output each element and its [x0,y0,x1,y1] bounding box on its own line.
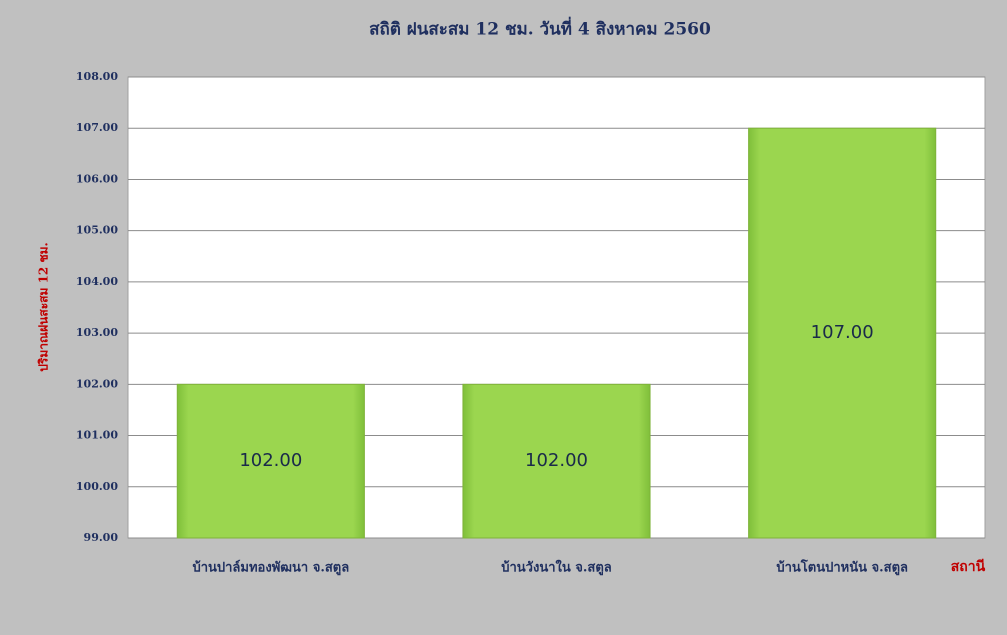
y-tick-label: 102.00 [76,377,118,390]
y-tick-label: 100.00 [76,480,118,493]
y-tick-label: 99.00 [84,531,119,544]
bar [462,383,651,539]
y-tick-label: 105.00 [76,224,118,237]
y-axis-label: ปริมาณฝนสะสม 12 ชม. [37,242,51,371]
y-tick-label: 103.00 [76,326,118,339]
x-axis-label: สถานี [951,559,986,575]
y-tick-label: 101.00 [76,429,118,442]
y-tick-label: 106.00 [76,172,118,185]
chart-title: สถิติ ฝนสะสม 12 ชม. วันที่ 4 สิงหาคม 256… [369,17,711,40]
x-tick-label: บ้านวังนาใน จ.สตูล [501,559,612,576]
value-label: 107.00 [811,322,874,343]
x-tick-label: บ้านปาล์มทองพัฒนา จ.สตูล [192,560,349,576]
bar [748,127,937,539]
y-tick-label: 108.00 [76,70,118,83]
bar [176,383,365,539]
y-tick-label: 104.00 [76,275,118,288]
x-tick-label: บ้านโตนปาหนัน จ.สตูล [776,559,908,576]
value-label: 102.00 [525,450,588,471]
value-label: 102.00 [239,450,302,471]
y-tick-label: 107.00 [76,121,118,134]
